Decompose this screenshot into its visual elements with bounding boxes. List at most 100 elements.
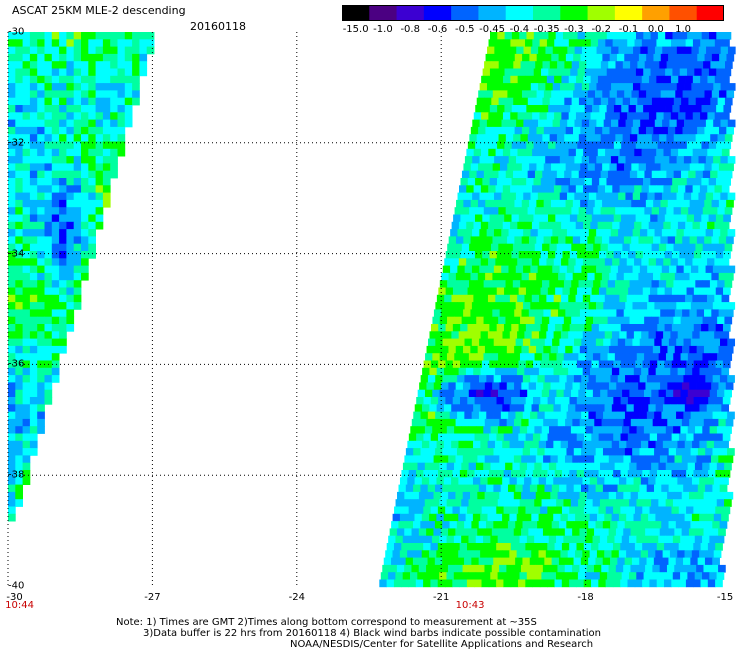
swath-cell: [8, 440, 16, 449]
swath-cell: [590, 258, 598, 266]
swath-cell: [679, 68, 688, 77]
swath-cell: [561, 39, 570, 47]
swath-cell: [688, 564, 697, 573]
swath-cell: [575, 258, 584, 266]
swath-cell: [547, 251, 556, 259]
swath-cell: [508, 338, 517, 347]
swath-cell: [81, 229, 89, 237]
swath-cell: [492, 163, 501, 172]
swath-cell: [680, 426, 689, 434]
swath-cell: [569, 360, 578, 369]
swath-cell: [719, 411, 728, 420]
swath-cell: [637, 528, 646, 537]
swath-cell: [640, 477, 649, 485]
colorbar-label: -0.4: [509, 24, 530, 35]
swath-cell: [502, 258, 511, 266]
swath-cell: [610, 156, 619, 164]
swath-cell: [528, 528, 537, 537]
swath-cell: [673, 389, 681, 398]
swath-cell: [490, 572, 498, 580]
swath-cell: [651, 499, 659, 507]
swath-cell: [699, 221, 708, 230]
swath-cell: [421, 440, 430, 449]
swath-cell: [617, 411, 626, 420]
swath-cell: [652, 272, 661, 281]
swath-cell: [708, 324, 717, 332]
swath-cell: [51, 32, 60, 40]
swath-cell: [658, 535, 666, 544]
swath-cell: [686, 105, 695, 113]
swath-cell: [712, 557, 720, 566]
swath-cell: [433, 345, 442, 354]
swath-cell: [15, 61, 23, 69]
swath-cell: [526, 214, 534, 223]
swath-cell: [638, 455, 646, 464]
swath-cell: [547, 360, 556, 369]
swath-cell: [578, 462, 586, 471]
swath-cell: [691, 119, 699, 128]
swath-cell: [593, 134, 602, 142]
swath-cell: [110, 170, 118, 179]
swath-cell: [473, 258, 482, 266]
swath-cell: [535, 382, 544, 391]
swath-cell: [574, 302, 582, 310]
swath-cell: [537, 119, 546, 128]
swath-cell: [95, 119, 104, 128]
swath-cell: [458, 367, 467, 376]
swath-cell: [516, 156, 524, 164]
swath-cell: [95, 112, 104, 120]
swath-cell: [609, 309, 617, 318]
swath-cell: [486, 411, 494, 420]
swath-cell: [8, 433, 16, 442]
swath-cell: [622, 353, 630, 361]
swath-cell: [88, 83, 96, 91]
swath-cell: [545, 550, 554, 558]
lon-tick-label: -27: [144, 592, 161, 603]
swath-cell: [132, 75, 140, 84]
swath-cell: [620, 543, 628, 551]
swath-cell: [698, 229, 707, 237]
swath-cell: [521, 345, 530, 354]
swath-cell: [44, 345, 53, 354]
swath-cell: [505, 280, 514, 288]
swath-cell: [695, 97, 704, 106]
swath-cell: [648, 404, 657, 412]
swath-cell: [539, 543, 548, 551]
swath-cell: [698, 156, 707, 164]
colorbar-segment: [396, 5, 425, 21]
swath-cell: [550, 491, 559, 500]
swath-cell: [710, 61, 719, 69]
swath-cell: [721, 440, 729, 449]
swath-cell: [423, 579, 431, 588]
swath-cell: [452, 287, 461, 296]
swath-cell: [582, 367, 591, 376]
swath-cell: [424, 535, 433, 544]
swath-cell: [659, 564, 668, 573]
swath-cell: [110, 90, 118, 99]
swath-cell: [502, 221, 511, 230]
swath-cell: [464, 411, 473, 420]
swath-cell: [8, 513, 16, 522]
swath-cell: [492, 309, 501, 318]
swath-cell: [490, 389, 499, 398]
swath-cell: [682, 236, 690, 245]
swath-cell: [88, 46, 96, 55]
swath-cell: [15, 265, 23, 274]
swath-cell: [612, 112, 621, 120]
swath-cell: [433, 455, 442, 464]
swath-cell: [600, 426, 608, 434]
swath-cell: [718, 345, 727, 354]
swath-cell: [553, 331, 562, 339]
swath-cell: [508, 411, 516, 420]
swath-cell: [581, 448, 589, 456]
swath-cell: [726, 53, 735, 62]
swath-cell: [453, 499, 462, 507]
swath-cell: [37, 32, 45, 40]
swath-cell: [685, 579, 694, 588]
swath-cell: [562, 470, 570, 478]
swath-cell: [587, 90, 596, 99]
swath-cell: [443, 550, 452, 558]
swath-cell: [413, 448, 421, 456]
swath-cell: [641, 258, 650, 266]
swath-cell: [450, 513, 459, 522]
